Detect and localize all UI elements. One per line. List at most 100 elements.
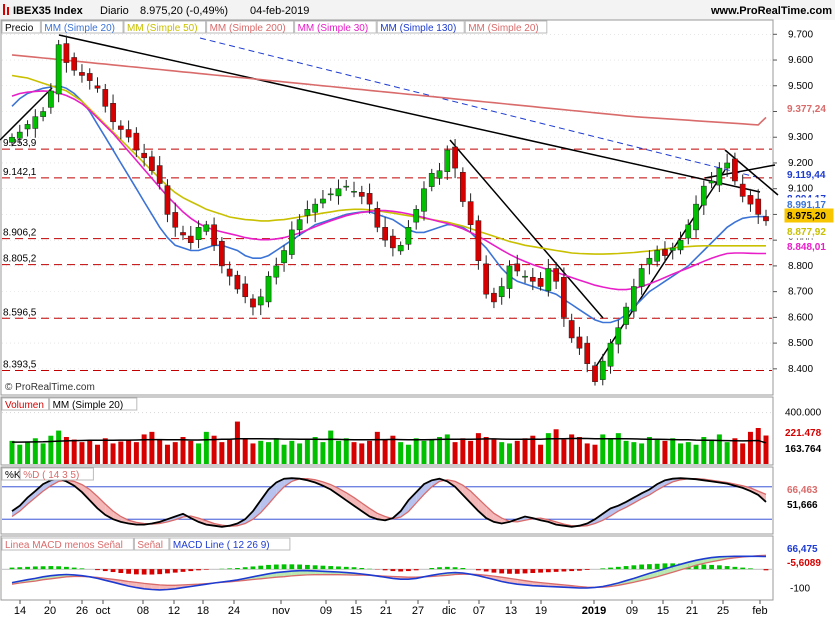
volume-bar (9, 440, 15, 464)
price-panel-frame (0, 19, 774, 396)
candle-body (421, 188, 427, 212)
price-value-tags: 9.377,249.119,448.994,178.991,178.975,20… (784, 101, 834, 254)
volume-bar (747, 431, 753, 464)
macd-histogram-bar (639, 564, 645, 570)
candle-body (452, 146, 458, 169)
header-period: Diario (100, 5, 129, 17)
price-legend: Precio MM (Simple 20) MM (Simple 50) MM (Si… (1, 20, 548, 34)
header-bar (0, 0, 835, 20)
macd-histogram-bar (444, 566, 450, 570)
stochastic-fill (657, 480, 665, 490)
legend-entry: Linea MACD menos Señal (5, 540, 123, 551)
macd-histogram-bar (203, 569, 209, 570)
volume-bar (188, 440, 194, 464)
macd-histogram-bar (553, 569, 559, 572)
x-axis-label: 09 (626, 605, 638, 617)
candle-body (296, 219, 303, 231)
macd-histogram-bar (110, 569, 116, 573)
level-label: 9.142,1 (3, 167, 37, 178)
stochastic-fill (19, 497, 28, 512)
stochastic-fill (330, 484, 339, 495)
volume-bar (576, 437, 582, 464)
candle-body (467, 201, 474, 225)
x-axis-label: 21 (686, 605, 698, 617)
candle-body (685, 224, 692, 239)
candle-body (491, 292, 497, 303)
value-tag-box (784, 224, 834, 239)
macd-histogram-bar (452, 567, 458, 570)
macd-histogram-bar (188, 569, 194, 572)
stochastic-fill (641, 489, 650, 499)
legend-entry: %K (5, 470, 21, 481)
level-label: 8.393,5 (3, 360, 37, 371)
legend-entry: MM (Simple 20) (44, 23, 115, 34)
candle-body (164, 185, 171, 215)
macd-histogram-bar (724, 566, 730, 570)
macd-histogram-bar (716, 565, 722, 570)
candle-body (203, 224, 210, 232)
stochastic-fill (354, 497, 362, 512)
candle-body (110, 103, 116, 123)
header-quote: 8.975,20 (-0,49%) (140, 5, 228, 17)
candle-body (553, 268, 559, 282)
volume-bar (180, 437, 186, 464)
volume-bar (258, 440, 264, 464)
candle-body (219, 240, 225, 267)
volume-bar (514, 440, 520, 464)
macd-histogram-bar (25, 566, 30, 570)
macd-histogram-bar (172, 569, 178, 573)
candle-body (708, 180, 715, 184)
stochastic-fill (89, 489, 98, 509)
macd-histogram-bar (297, 564, 303, 570)
price-axis-label: 8.500 (788, 338, 813, 349)
volume-bar (374, 431, 380, 464)
volume-bar (320, 442, 326, 464)
x-axis-label: 15 (657, 605, 669, 617)
x-axis-label: 09 (320, 605, 332, 617)
candle-body (257, 296, 264, 306)
candle-body (343, 185, 350, 188)
macd-histogram-bar (507, 569, 512, 574)
macd-histogram-bar (647, 564, 652, 570)
volume-bar (444, 434, 450, 464)
legend-entry: Precio (5, 23, 34, 34)
macd-histogram-bar (491, 569, 497, 573)
macd-histogram-bar (304, 564, 310, 570)
macd-histogram-bar (437, 567, 442, 570)
candle-body (32, 116, 39, 129)
macd-fill (144, 583, 152, 590)
candle-body (724, 162, 730, 169)
volume-bar (335, 440, 341, 464)
macd-histogram-bar (40, 566, 46, 570)
moving-average-line (11, 54, 767, 126)
macd-histogram-bar (64, 566, 69, 570)
volume-bar (289, 440, 295, 464)
macd-histogram-bar (569, 569, 575, 572)
volume-bar (164, 444, 170, 464)
volume-bar (48, 435, 54, 464)
macd-histogram-bar (56, 566, 62, 570)
volume-bar (677, 443, 683, 464)
x-axis: 14 20 26 oct 08 12 18 24 nov 09 15 21 27 dic 07 13 19 201… (14, 600, 768, 617)
volume-bar (234, 421, 240, 464)
macd-histogram-bar (141, 569, 147, 575)
candle-body (631, 286, 637, 312)
candle-body (327, 193, 334, 196)
macd-fill (299, 570, 308, 576)
candle-body (156, 165, 163, 184)
macd-histogram-bar (258, 565, 264, 570)
macd-signal-line (11, 554, 767, 589)
candle-body (180, 232, 186, 236)
x-axis-label: 2019 (582, 605, 606, 617)
macd-histogram-bar (235, 568, 240, 570)
macd-histogram-bar (289, 564, 295, 570)
macd-histogram-bar (320, 565, 326, 570)
x-axis-label: 21 (380, 605, 392, 617)
candle-body (623, 306, 629, 325)
value-tag-label: 9.377,24 (787, 104, 826, 115)
candle-body (483, 263, 490, 295)
legend-entry: Volumen (5, 400, 44, 411)
macd-histogram-bar (390, 569, 396, 572)
candle-body (117, 125, 124, 130)
